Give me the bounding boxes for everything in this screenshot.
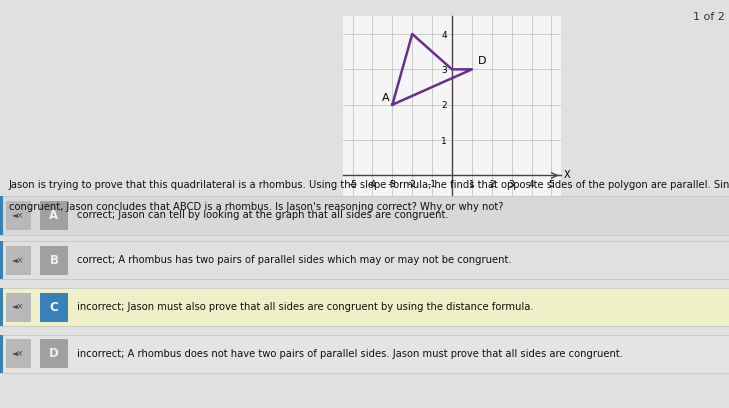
Text: D: D (49, 348, 59, 360)
Text: B: B (50, 254, 58, 266)
Text: ◄×: ◄× (12, 349, 25, 359)
Text: ◄×: ◄× (12, 255, 25, 265)
Text: Jason is trying to prove that this quadrilateral is a rhombus. Using the slope f: Jason is trying to prove that this quadr… (9, 180, 729, 190)
Text: incorrect; Jason must also prove that all sides are congruent by using the dista: incorrect; Jason must also prove that al… (77, 302, 533, 312)
Text: A: A (381, 93, 389, 103)
Text: A: A (50, 209, 58, 222)
Text: ◄×: ◄× (12, 211, 25, 220)
Text: correct; A rhombus has two pairs of parallel sides which may or may not be congr: correct; A rhombus has two pairs of para… (77, 255, 511, 265)
Text: 1 of 2: 1 of 2 (693, 12, 725, 22)
Text: correct; Jason can tell by looking at the graph that all sides are congruent.: correct; Jason can tell by looking at th… (77, 210, 448, 220)
Text: X: X (564, 171, 570, 180)
Text: C: C (50, 301, 58, 313)
Text: D: D (477, 56, 486, 66)
Text: congruent, Jason concludes that ABCD is a rhombus. Is Jason's reasoning correct?: congruent, Jason concludes that ABCD is … (9, 202, 503, 212)
Text: ◄×: ◄× (12, 302, 25, 312)
Text: incorrect; A rhombus does not have two pairs of parallel sides. Jason must prove: incorrect; A rhombus does not have two p… (77, 349, 623, 359)
